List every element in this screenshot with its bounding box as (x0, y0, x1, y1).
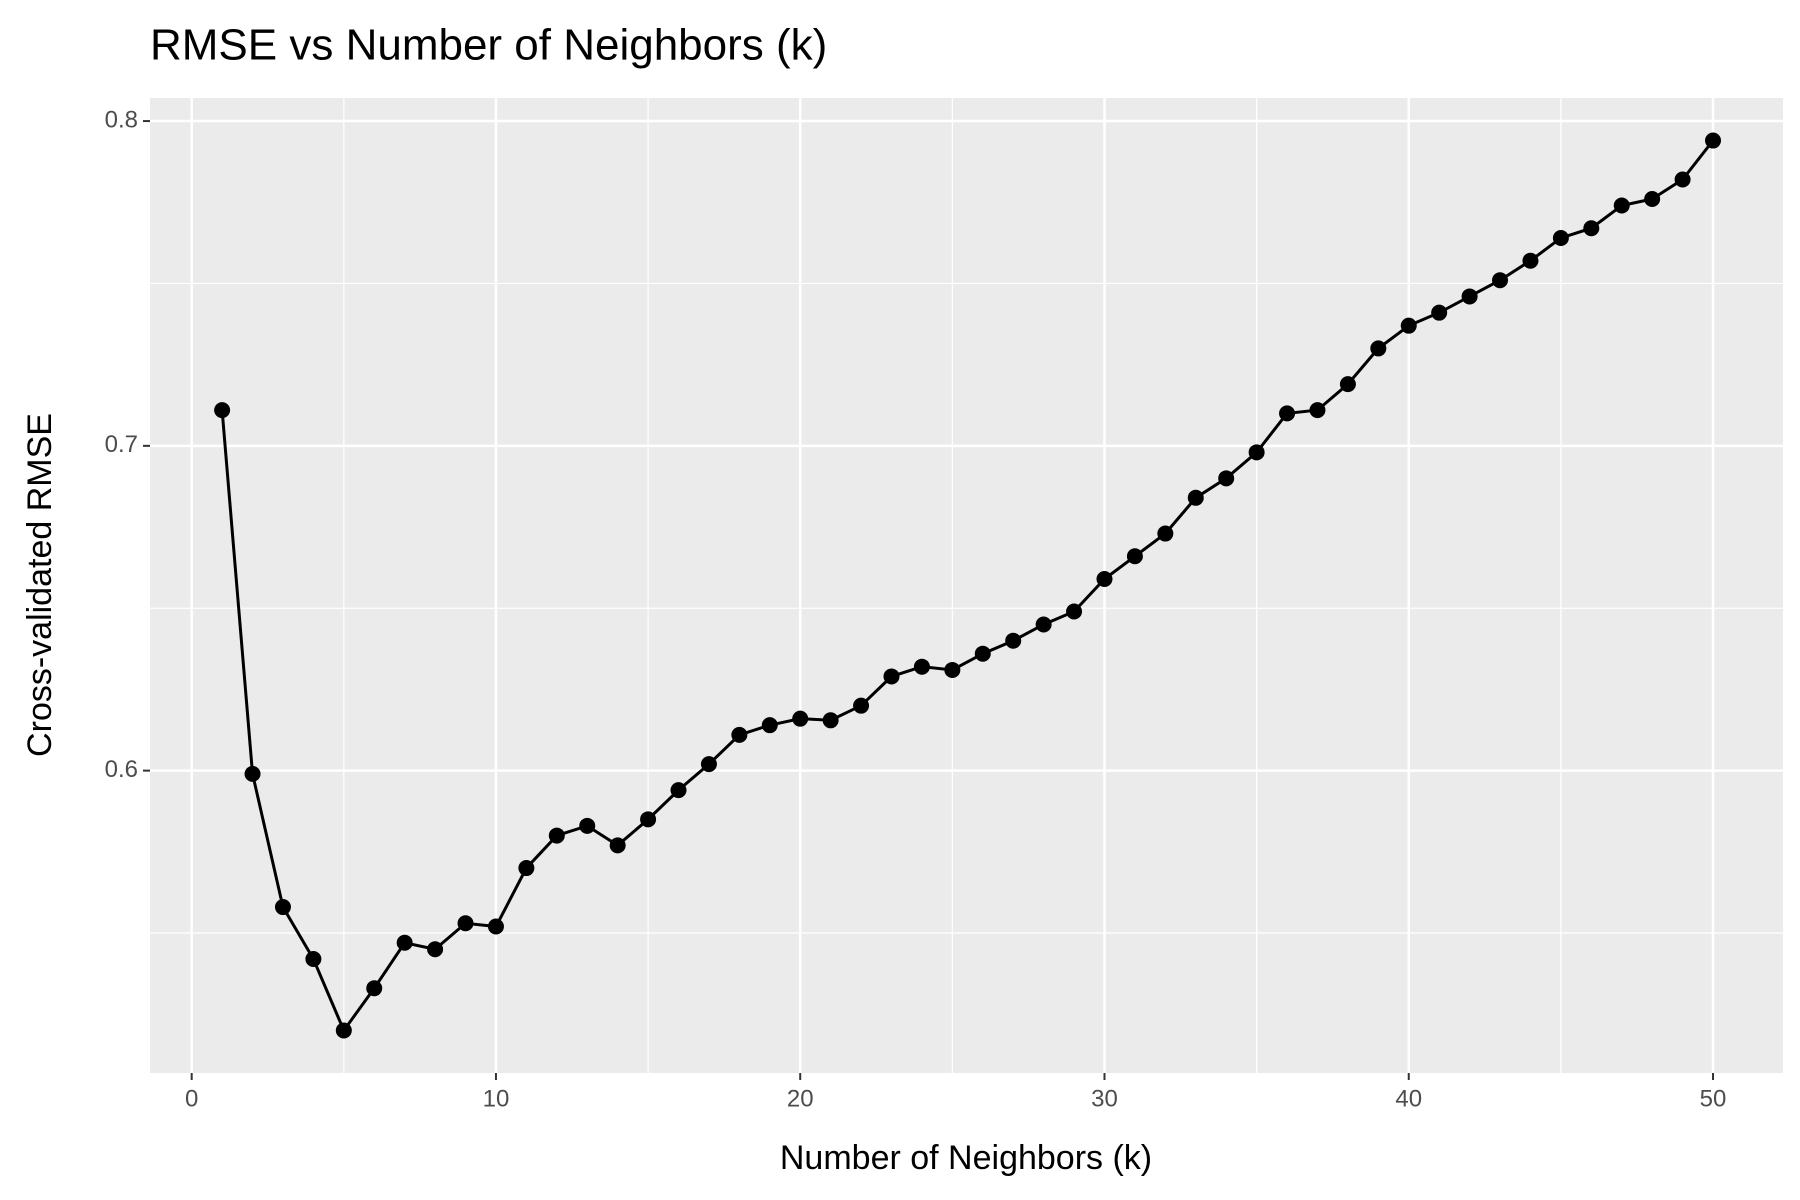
x-tick-label: 30 (1091, 1085, 1118, 1112)
point (1613, 197, 1630, 214)
point (1187, 489, 1204, 506)
y-tick-label: 0.6 (105, 756, 138, 783)
point (1005, 632, 1022, 649)
point (548, 827, 565, 844)
point (274, 899, 291, 916)
panel (150, 98, 1783, 1073)
point (1370, 340, 1387, 357)
point (761, 717, 778, 734)
point (1400, 317, 1417, 334)
point (670, 782, 687, 799)
point (214, 402, 231, 419)
point (1126, 548, 1143, 565)
x-axis-title: Number of Neighbors (k) (780, 1139, 1152, 1177)
point (853, 697, 870, 714)
point (1583, 220, 1600, 237)
point (1492, 272, 1509, 289)
point (974, 645, 991, 662)
point (1066, 603, 1083, 620)
y-tick-label: 0.7 (105, 431, 138, 458)
x-tick-label: 50 (1700, 1085, 1727, 1112)
point (1552, 229, 1569, 246)
point (1309, 402, 1326, 419)
point (579, 817, 596, 834)
point (1461, 288, 1478, 305)
point (944, 661, 961, 678)
point (731, 726, 748, 743)
x-tick-label: 40 (1395, 1085, 1422, 1112)
point (1522, 252, 1539, 269)
point (244, 765, 261, 782)
point (518, 860, 535, 877)
point (335, 1022, 352, 1039)
point (487, 918, 504, 935)
point (640, 811, 657, 828)
point (883, 668, 900, 685)
point (457, 915, 474, 932)
x-tick-label: 20 (787, 1085, 814, 1112)
point (1339, 376, 1356, 393)
point (1279, 405, 1296, 422)
y-tick-label: 0.8 (105, 106, 138, 133)
point (1248, 444, 1265, 461)
x-tick-label: 10 (483, 1085, 510, 1112)
point (427, 941, 444, 958)
point (366, 980, 383, 997)
point (822, 712, 839, 729)
point (1705, 132, 1722, 149)
point (1431, 304, 1448, 321)
point (1035, 616, 1052, 633)
point (396, 934, 413, 951)
point (700, 756, 717, 773)
point (305, 951, 322, 968)
point (1674, 171, 1691, 188)
y-axis-title: Cross-validated RMSE (21, 413, 59, 757)
point (1218, 470, 1235, 487)
point (913, 658, 930, 675)
point (1157, 525, 1174, 542)
point (1644, 191, 1661, 208)
point (609, 837, 626, 854)
point (792, 710, 809, 727)
point (1096, 571, 1113, 588)
x-tick-label: 0 (185, 1085, 198, 1112)
chart-title: RMSE vs Number of Neighbors (k) (150, 21, 827, 70)
